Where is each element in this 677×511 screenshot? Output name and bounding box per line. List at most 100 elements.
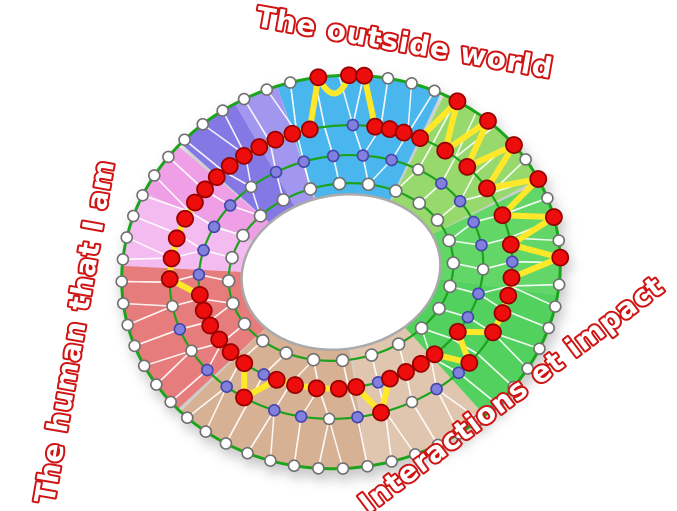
node-red bbox=[551, 248, 570, 267]
node-white bbox=[260, 83, 274, 96]
mesh-line bbox=[338, 75, 354, 126]
node-white bbox=[381, 71, 395, 85]
node-white bbox=[121, 318, 134, 332]
node-red bbox=[502, 268, 521, 287]
node-white bbox=[180, 411, 194, 425]
mesh-line bbox=[454, 125, 496, 158]
node-white bbox=[219, 437, 233, 450]
node-purple bbox=[297, 155, 311, 168]
node-red bbox=[267, 370, 286, 389]
node-purple bbox=[257, 368, 271, 381]
node-white bbox=[185, 344, 198, 358]
node-white bbox=[442, 233, 456, 248]
mesh-line bbox=[153, 174, 190, 212]
node-purple bbox=[430, 382, 443, 396]
mesh-line bbox=[380, 78, 389, 128]
node-red bbox=[221, 343, 240, 361]
node-purple bbox=[385, 153, 398, 167]
node-white bbox=[388, 184, 403, 198]
node-red bbox=[210, 330, 229, 349]
node-purple bbox=[269, 165, 283, 179]
node-red bbox=[460, 353, 479, 372]
mesh-line bbox=[186, 386, 228, 419]
node-white bbox=[287, 459, 301, 473]
mesh-line bbox=[509, 285, 556, 308]
mesh-line bbox=[127, 305, 173, 326]
node-white bbox=[548, 300, 562, 313]
node-white bbox=[405, 77, 418, 90]
node-red bbox=[505, 136, 523, 154]
mesh-line bbox=[356, 416, 369, 467]
node-white bbox=[552, 278, 566, 291]
node-white bbox=[361, 177, 376, 192]
node-white bbox=[521, 362, 535, 375]
mesh-line bbox=[143, 350, 192, 367]
node-purple bbox=[326, 149, 340, 163]
node-white bbox=[237, 317, 252, 331]
node-white bbox=[431, 438, 445, 452]
mesh-line bbox=[510, 283, 560, 287]
node-white bbox=[385, 455, 398, 468]
ring-line-3 bbox=[120, 73, 562, 471]
node-red bbox=[479, 111, 497, 130]
node-red bbox=[167, 229, 186, 248]
node-red bbox=[283, 124, 302, 143]
node-white bbox=[116, 297, 130, 310]
node-red bbox=[372, 403, 390, 422]
mesh-line bbox=[205, 386, 228, 432]
node-red bbox=[478, 179, 496, 198]
node-purple bbox=[173, 322, 187, 336]
node-white bbox=[216, 104, 229, 117]
mesh-line bbox=[384, 411, 393, 462]
node-white bbox=[332, 176, 347, 191]
node-white bbox=[507, 380, 520, 394]
node-white bbox=[284, 76, 297, 89]
node-white bbox=[225, 250, 239, 265]
node-red bbox=[329, 379, 348, 398]
node-red bbox=[529, 170, 548, 188]
mesh-line bbox=[170, 369, 208, 403]
node-white bbox=[150, 378, 163, 391]
node-white bbox=[279, 346, 294, 360]
node-red bbox=[207, 168, 226, 187]
center-hole bbox=[240, 192, 442, 352]
node-red bbox=[397, 363, 415, 381]
node-red bbox=[186, 193, 204, 212]
mesh-line bbox=[155, 350, 193, 386]
mesh-line bbox=[384, 411, 416, 455]
node-purple bbox=[267, 403, 281, 417]
node-red bbox=[300, 120, 319, 139]
node-purple bbox=[192, 268, 206, 281]
node-white bbox=[196, 117, 210, 131]
node-white bbox=[136, 188, 149, 202]
node-white bbox=[453, 427, 466, 440]
node-white bbox=[472, 413, 486, 427]
node-white bbox=[414, 321, 429, 335]
node-purple bbox=[467, 215, 480, 229]
node-white bbox=[552, 234, 566, 247]
node-red bbox=[347, 378, 366, 396]
node-red bbox=[381, 369, 399, 388]
node-white bbox=[428, 84, 441, 98]
node-purple bbox=[220, 380, 233, 393]
mesh-line bbox=[269, 410, 276, 461]
node-white bbox=[312, 462, 325, 475]
node-red bbox=[436, 141, 455, 160]
sector-light-pink bbox=[122, 192, 253, 272]
node-white bbox=[127, 209, 140, 223]
node-white bbox=[446, 256, 461, 270]
mesh-line bbox=[407, 90, 436, 135]
node-white bbox=[226, 296, 240, 311]
mesh-line bbox=[435, 388, 460, 434]
node-red bbox=[394, 123, 413, 142]
node-red bbox=[493, 304, 512, 322]
node-purple bbox=[346, 118, 360, 132]
mesh-line bbox=[293, 416, 302, 466]
node-red bbox=[266, 130, 285, 149]
node-purple bbox=[200, 363, 214, 377]
node-red bbox=[235, 388, 253, 407]
node-white bbox=[432, 301, 446, 316]
node-white bbox=[147, 169, 161, 182]
mesh-line bbox=[142, 194, 190, 213]
